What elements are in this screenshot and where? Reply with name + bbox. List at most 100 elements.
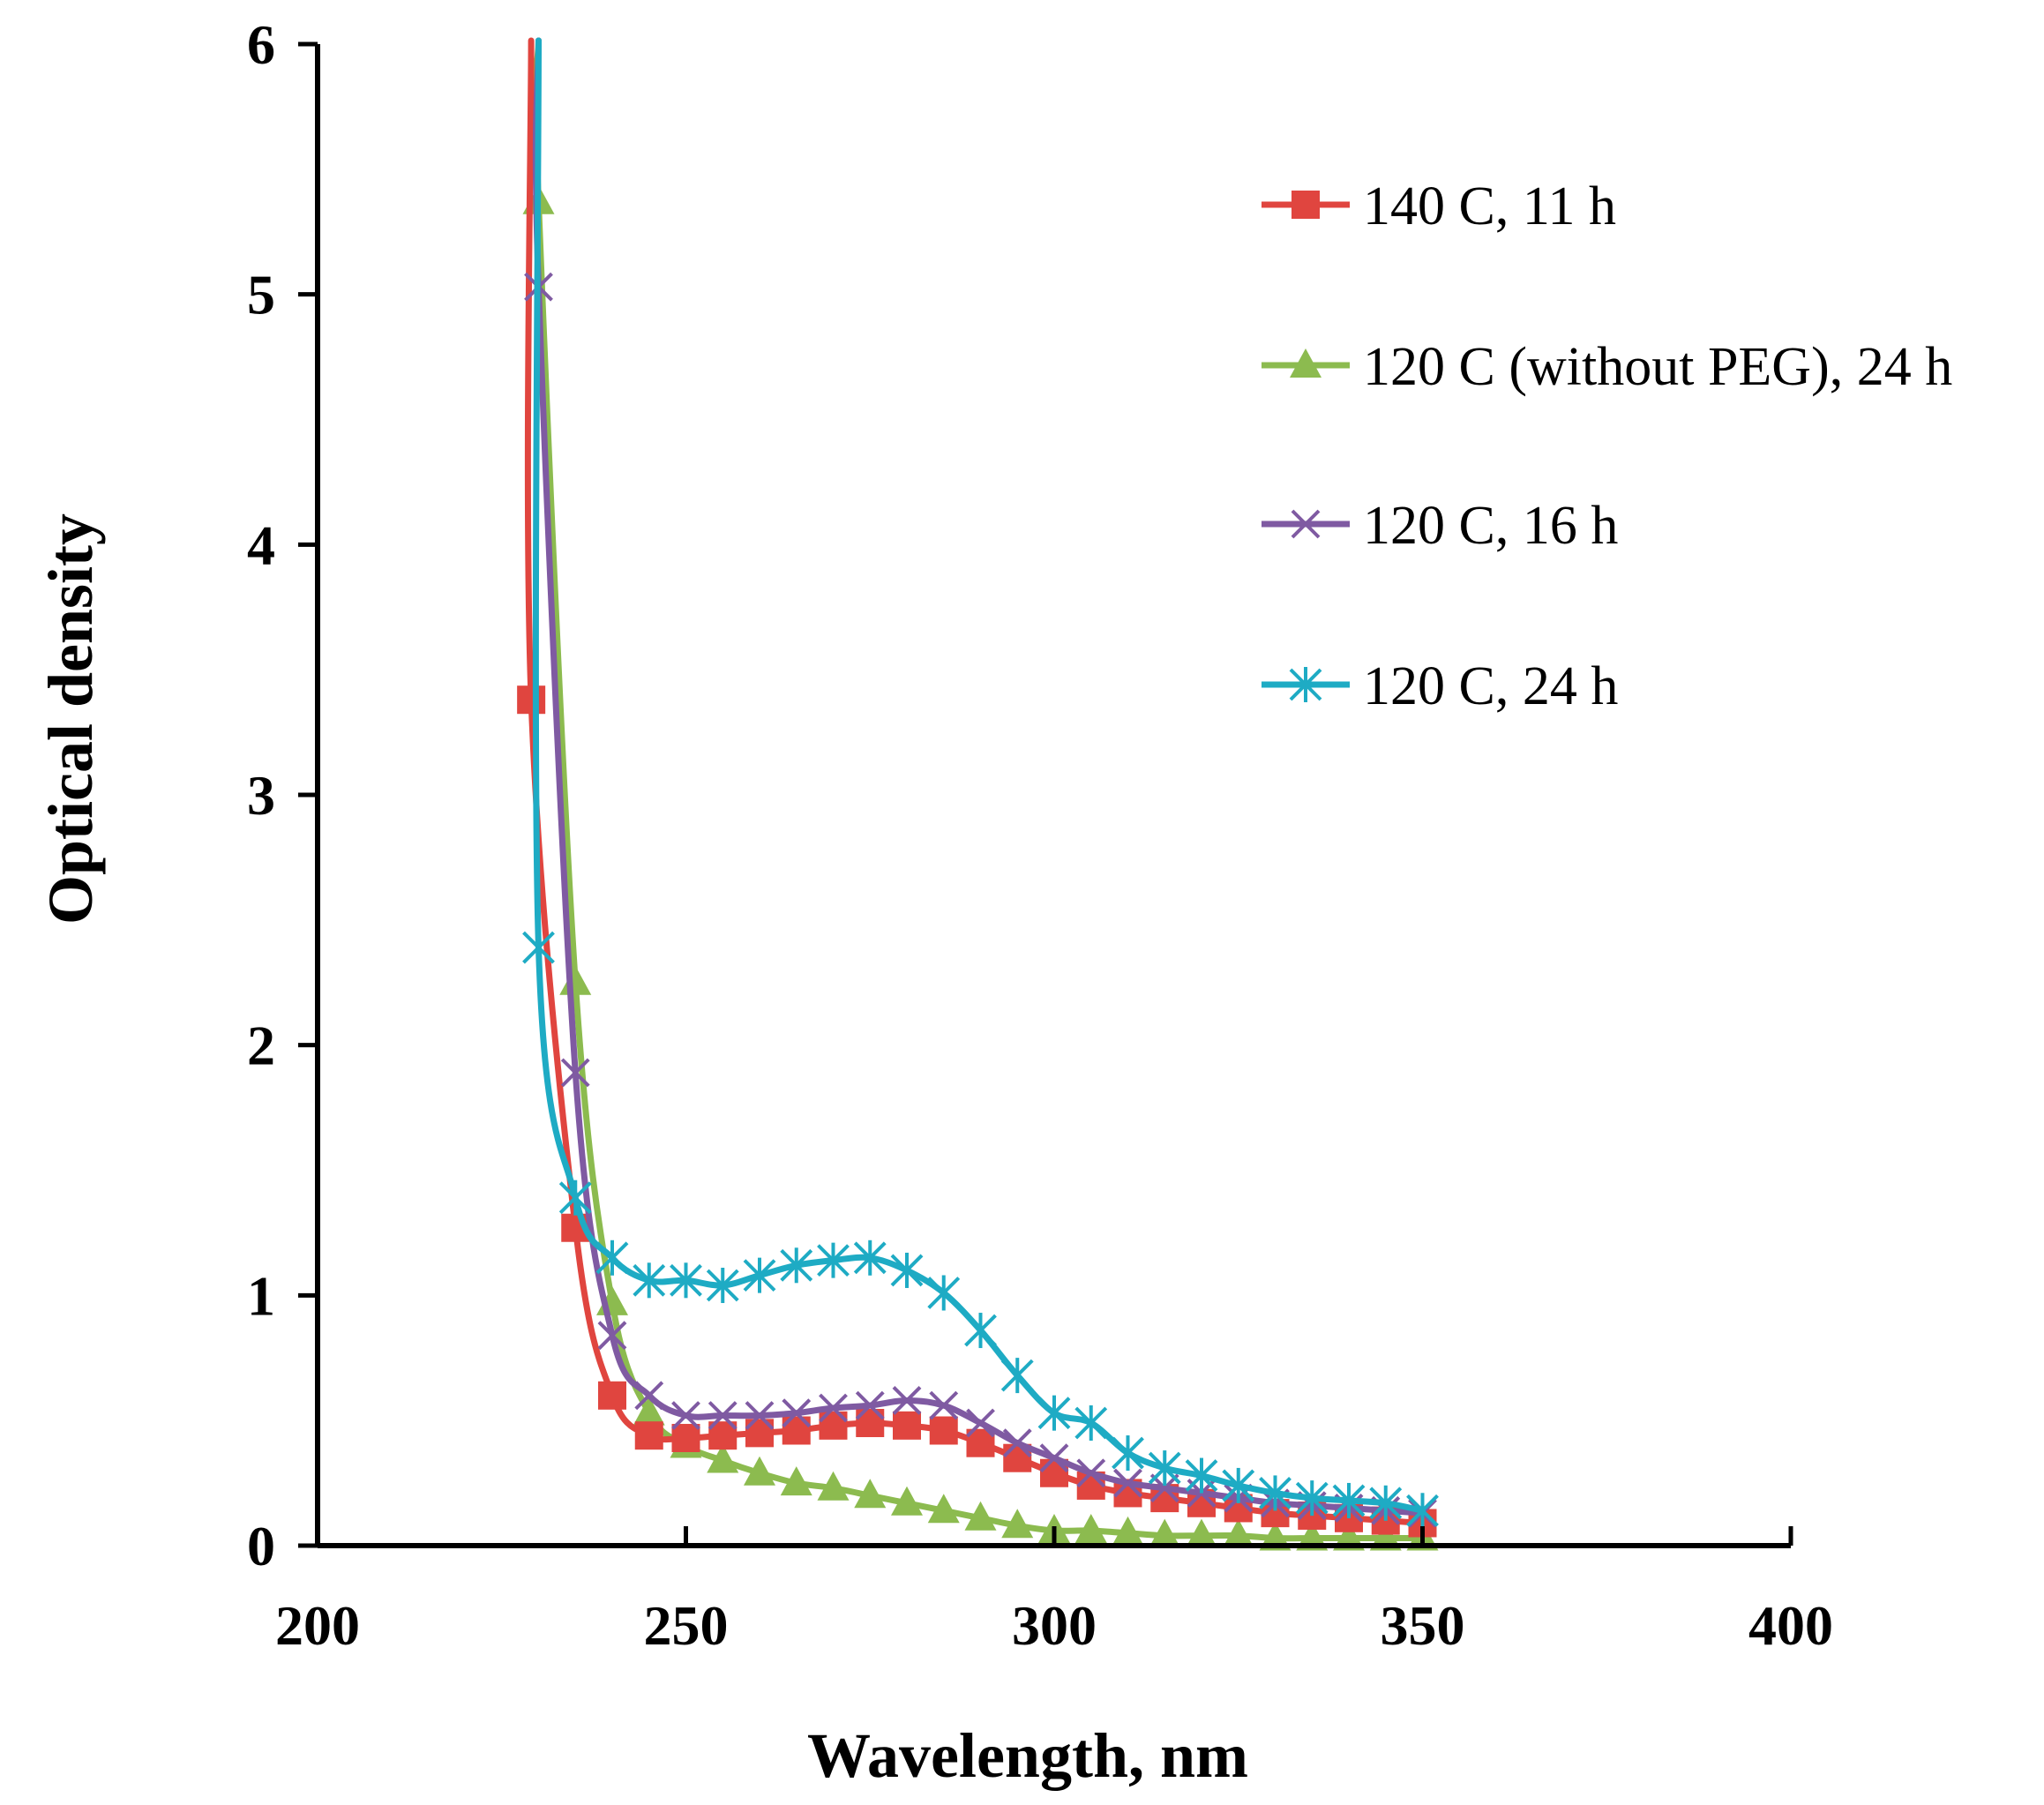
data-point [927, 1275, 961, 1311]
data-point [1000, 1358, 1034, 1394]
data-point [890, 1252, 924, 1288]
legend-label: 120 C, 16 h [1363, 496, 1618, 556]
data-point [634, 1421, 663, 1450]
legend-marker [1290, 348, 1321, 378]
y-tick-label: 1 [247, 1264, 275, 1327]
series-line [532, 37, 1426, 1517]
y-axis-title: Optical density [35, 513, 106, 925]
legend-marker [1292, 191, 1320, 219]
x-tick-label: 300 [1012, 1594, 1097, 1657]
series-2 [524, 37, 1437, 1528]
data-point [671, 1401, 700, 1430]
data-point [1002, 1428, 1032, 1458]
data-point [1112, 1516, 1144, 1546]
legend-marker [1289, 667, 1322, 702]
data-point [780, 1247, 813, 1284]
series-line [524, 37, 1426, 1526]
data-point [1001, 1509, 1034, 1539]
data-point [966, 1408, 995, 1438]
data-point [891, 1486, 923, 1516]
y-tick-label: 2 [247, 1015, 275, 1077]
data-point [1186, 1518, 1217, 1548]
y-tick-label: 0 [247, 1515, 275, 1577]
data-point [633, 1262, 666, 1299]
legend-label: 120 C (without PEG), 24 h [1363, 337, 1952, 397]
legend-item: 140 C, 11 h [1262, 176, 1616, 236]
data-point [598, 1381, 626, 1410]
data-point [1332, 1482, 1366, 1518]
y-tick-label: 3 [247, 764, 275, 827]
legend-item: 120 C, 16 h [1262, 496, 1618, 556]
data-point [1369, 1485, 1403, 1521]
data-point [929, 1416, 958, 1445]
data-point [893, 1411, 921, 1440]
legend-label: 140 C, 11 h [1363, 176, 1616, 236]
data-point [745, 1401, 775, 1430]
data-point [964, 1313, 997, 1349]
data-point [1222, 1518, 1254, 1548]
data-point [597, 1321, 627, 1351]
data-point [517, 685, 546, 715]
series-line [532, 37, 1426, 1514]
data-point [1185, 1457, 1218, 1494]
data-point [1113, 1468, 1142, 1498]
data-point [1112, 1435, 1144, 1472]
data-point [1076, 1458, 1106, 1488]
y-tick-label: 6 [247, 13, 275, 76]
data-point [1039, 1443, 1069, 1473]
data-point [560, 1058, 590, 1088]
y-ticks: 0 1 2 3 4 5 6 [247, 13, 318, 1577]
data-point [817, 1242, 850, 1278]
data-point [964, 1501, 997, 1531]
series-3 [522, 37, 1439, 1529]
series-layer [517, 37, 1439, 1551]
x-tick-label: 200 [275, 1594, 360, 1657]
data-point [671, 1424, 700, 1453]
data-point [707, 1443, 739, 1473]
x-ticks: 200 250 300 350 400 [275, 1526, 1833, 1657]
data-point [634, 1381, 664, 1411]
data-point [522, 930, 555, 966]
y-tick-label: 5 [247, 264, 275, 326]
data-point [595, 1240, 629, 1276]
data-point [927, 1494, 960, 1524]
y-tick-label: 4 [247, 513, 275, 576]
data-point [782, 1398, 812, 1428]
legend-label: 120 C, 24 h [1363, 656, 1618, 716]
data-point [819, 1393, 848, 1423]
data-point [817, 1471, 850, 1501]
data-point [892, 1386, 922, 1415]
data-point [670, 1262, 702, 1299]
x-axis-title: Wavelength, nm [807, 1720, 1248, 1791]
data-point [853, 1240, 887, 1276]
data-point [854, 1479, 887, 1509]
data-point [1295, 1480, 1329, 1517]
x-tick-label: 350 [1381, 1594, 1465, 1657]
data-point [1074, 1513, 1107, 1543]
data-point [1037, 1395, 1071, 1431]
data-point [929, 1390, 959, 1420]
data-point [855, 1390, 885, 1420]
series-0 [517, 37, 1437, 1538]
data-point [559, 965, 592, 995]
data-point [1259, 1475, 1292, 1511]
data-point [1406, 1493, 1439, 1529]
data-point [1074, 1405, 1108, 1442]
data-point [780, 1466, 812, 1496]
data-point [1149, 1518, 1181, 1548]
data-point [558, 1180, 592, 1216]
data-point [743, 1257, 776, 1293]
legend-item: 120 C (without PEG), 24 h [1262, 337, 1952, 397]
legend: 140 C, 11 h 120 C (without PEG), 24 h 120 … [1262, 176, 1952, 716]
x-tick-label: 250 [644, 1594, 729, 1657]
data-point [1222, 1467, 1255, 1503]
x-tick-label: 400 [1748, 1594, 1833, 1657]
plot-area: 0 1 2 3 4 5 6 200 250 300 350 400 [247, 13, 1833, 1657]
data-point [1148, 1450, 1181, 1487]
data-point [633, 1396, 665, 1426]
data-point [706, 1267, 739, 1303]
legend-item: 120 C, 24 h [1262, 656, 1618, 716]
data-point [708, 1401, 737, 1430]
legend-marker [1291, 509, 1321, 539]
